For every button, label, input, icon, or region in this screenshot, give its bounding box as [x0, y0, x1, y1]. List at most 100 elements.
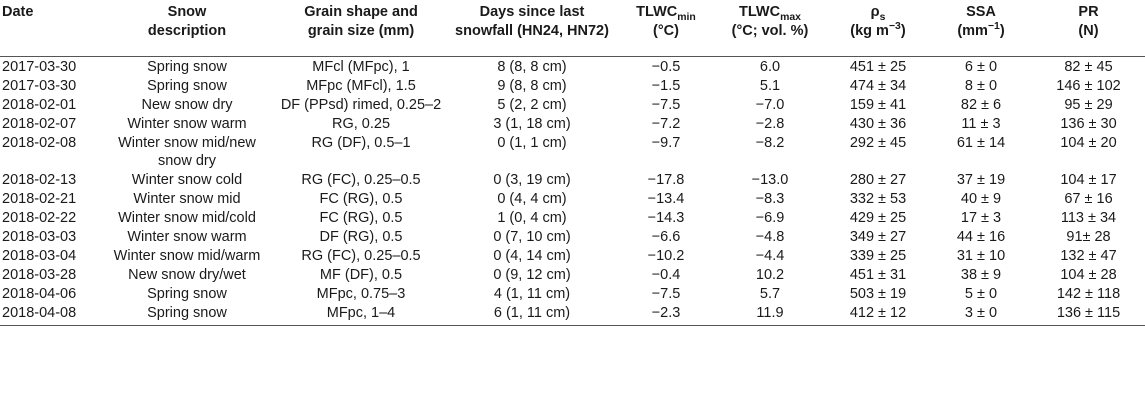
cell-days: 0 (1, 1 cm) — [497, 134, 567, 151]
table-row: 2018-04-06 Spring snow MFpc, 0.75–3 4 (1, 1… — [0, 284, 1145, 303]
cell-pr: 82 ± 45 — [1064, 58, 1113, 75]
cell-tlwc-min: −6.6 — [651, 228, 681, 245]
table-row: 2018-03-03 Winter snow warm DF (RG), 0.5 0 … — [0, 227, 1145, 246]
cell-tlwc-max: 5.1 — [759, 77, 781, 94]
cell-date: 2018-02-13 — [2, 171, 77, 188]
cell-density: 451 ± 31 — [849, 266, 907, 283]
cell-snow-description: Spring snow — [147, 285, 227, 302]
cell-ssa: 37 ± 19 — [956, 171, 1006, 188]
cell-pr: 95 ± 29 — [1064, 96, 1113, 113]
cell-tlwc-max: −4.4 — [755, 247, 785, 264]
cell-density: 292 ± 45 — [849, 134, 907, 151]
cell-density: 451 ± 25 — [849, 58, 907, 75]
cell-date: 2018-03-28 — [2, 266, 77, 283]
cell-grain: RG, 0.25 — [331, 115, 391, 132]
cell-snow-description: Winter snow mid — [133, 190, 241, 207]
cell-ssa: 31 ± 10 — [956, 247, 1006, 264]
table-row: 2018-02-01 New snow dry DF (PPsd) rimed, 0… — [0, 95, 1145, 114]
cell-pr: 104 ± 17 — [1060, 171, 1117, 188]
cell-grain: MFcl (MFpc), 1 — [312, 58, 410, 75]
cell-tlwc-min: −17.8 — [647, 171, 685, 188]
cell-pr: 136 ± 115 — [1032, 302, 1145, 326]
cell-snow-description: New snow dry/wet — [128, 266, 246, 283]
cell-tlwc-max: 11.9 — [714, 302, 826, 326]
cell-tlwc-max: −4.8 — [755, 228, 785, 245]
cell-tlwc-max: −8.3 — [755, 190, 785, 207]
cell-date: 2018-04-08 — [0, 302, 98, 326]
cell-snow-description: Spring snow — [147, 77, 227, 94]
cell-days: 6 (1, 11 cm) — [446, 302, 618, 326]
cell-days: 4 (1, 11 cm) — [493, 285, 571, 302]
cell-density: 159 ± 41 — [849, 96, 907, 113]
cell-days: 0 (7, 10 cm) — [493, 228, 571, 245]
cell-days: 0 (4, 4 cm) — [497, 190, 567, 207]
cell-days: 0 (4, 14 cm) — [493, 247, 571, 264]
cell-ssa: 17 ± 3 — [960, 209, 1002, 226]
cell-snow-description: Spring snow — [98, 302, 276, 326]
header-row: Date Snow description Grain shape and gr… — [0, 0, 1145, 57]
cell-date: 2018-02-07 — [2, 115, 77, 132]
cell-ssa: 40 ± 9 — [960, 190, 1002, 207]
cell-pr: 104 ± 28 — [1060, 266, 1117, 283]
cell-tlwc-max: 6.0 — [759, 58, 781, 75]
cell-tlwc-min: −10.2 — [647, 247, 685, 264]
table-row: 2017-03-30 Spring snow MFpc (MFcl), 1.5 9 (… — [0, 76, 1145, 95]
cell-days: 3 (1, 18 cm) — [493, 115, 571, 132]
cell-grain: RG (DF), 0.5–1 — [311, 134, 411, 151]
cell-pr: 136 ± 30 — [1060, 115, 1117, 132]
cell-tlwc-max: −8.2 — [755, 134, 785, 151]
cell-date: 2017-03-30 — [2, 58, 77, 75]
table-row: 2018-02-08 Winter snow mid/new snow dry RG… — [0, 133, 1145, 170]
header-days: Days since last snowfall (HN24, HN72) — [446, 0, 618, 57]
cell-density: 412 ± 12 — [826, 302, 930, 326]
cell-pr: 91± 28 — [1066, 228, 1111, 245]
cell-tlwc-min: −14.3 — [647, 209, 685, 226]
table-row: 2018-02-13 Winter snow cold RG (FC), 0.25–… — [0, 170, 1145, 189]
header-density: ρs (kg m−3) — [826, 0, 930, 57]
table-body: 2017-03-30 Spring snow MFcl (MFpc), 1 8 (8,… — [0, 56, 1145, 326]
cell-grain: FC (RG), 0.5 — [319, 209, 403, 226]
cell-tlwc-min: −7.2 — [651, 115, 681, 132]
cell-snow-description: Winter snow warm — [127, 115, 247, 132]
cell-date: 2017-03-30 — [2, 77, 77, 94]
cell-density: 503 ± 19 — [849, 285, 907, 302]
cell-tlwc-min: −13.4 — [647, 190, 685, 207]
cell-grain: DF (RG), 0.5 — [319, 228, 403, 245]
header-snow-description: Snow description — [98, 0, 276, 57]
cell-tlwc-min: −9.7 — [651, 134, 681, 151]
table-row: 2018-03-28 New snow dry/wet MF (DF), 0.5 0 … — [0, 265, 1145, 284]
header-pr: PR (N) — [1032, 0, 1145, 57]
cell-date: 2018-02-01 — [2, 96, 77, 113]
cell-days: 1 (0, 4 cm) — [497, 209, 567, 226]
cell-pr: 146 ± 102 — [1056, 77, 1121, 94]
cell-pr: 113 ± 34 — [1060, 209, 1117, 226]
cell-density: 332 ± 53 — [849, 190, 907, 207]
cell-days: 0 (9, 12 cm) — [493, 266, 571, 283]
cell-pr: 67 ± 16 — [1064, 190, 1113, 207]
cell-ssa: 6 ± 0 — [964, 58, 998, 75]
header-grain: Grain shape and grain size (mm) — [276, 0, 446, 57]
cell-date: 2018-02-21 — [2, 190, 77, 207]
cell-snow-description: Winter snow cold — [131, 171, 243, 188]
cell-date: 2018-02-22 — [2, 209, 77, 226]
cell-snow-description: New snow dry — [141, 96, 233, 113]
cell-ssa: 38 ± 9 — [960, 266, 1002, 283]
header-ssa: SSA (mm−1) — [930, 0, 1032, 57]
cell-grain: DF (PPsd) rimed, 0.25–2 — [280, 96, 442, 113]
cell-days: 8 (8, 8 cm) — [497, 58, 567, 75]
table-row: 2018-02-22 Winter snow mid/cold FC (RG), 0… — [0, 208, 1145, 227]
table-row: 2018-02-21 Winter snow mid FC (RG), 0.5 0 (… — [0, 189, 1145, 208]
cell-grain: RG (FC), 0.25–0.5 — [301, 247, 421, 264]
header-date: Date — [0, 0, 98, 57]
cell-date: 2018-04-06 — [2, 285, 77, 302]
cell-density: 430 ± 36 — [849, 115, 907, 132]
cell-tlwc-min: −2.3 — [618, 302, 714, 326]
cell-date: 2018-03-04 — [2, 247, 77, 264]
cell-density: 429 ± 25 — [849, 209, 907, 226]
cell-ssa: 44 ± 16 — [956, 228, 1006, 245]
cell-date: 2018-03-03 — [2, 228, 77, 245]
cell-grain: RG (FC), 0.25–0.5 — [301, 171, 421, 188]
cell-ssa: 11 ± 3 — [961, 115, 1001, 132]
cell-grain: MF (DF), 0.5 — [319, 266, 403, 283]
cell-ssa: 3 ± 0 — [930, 302, 1032, 326]
